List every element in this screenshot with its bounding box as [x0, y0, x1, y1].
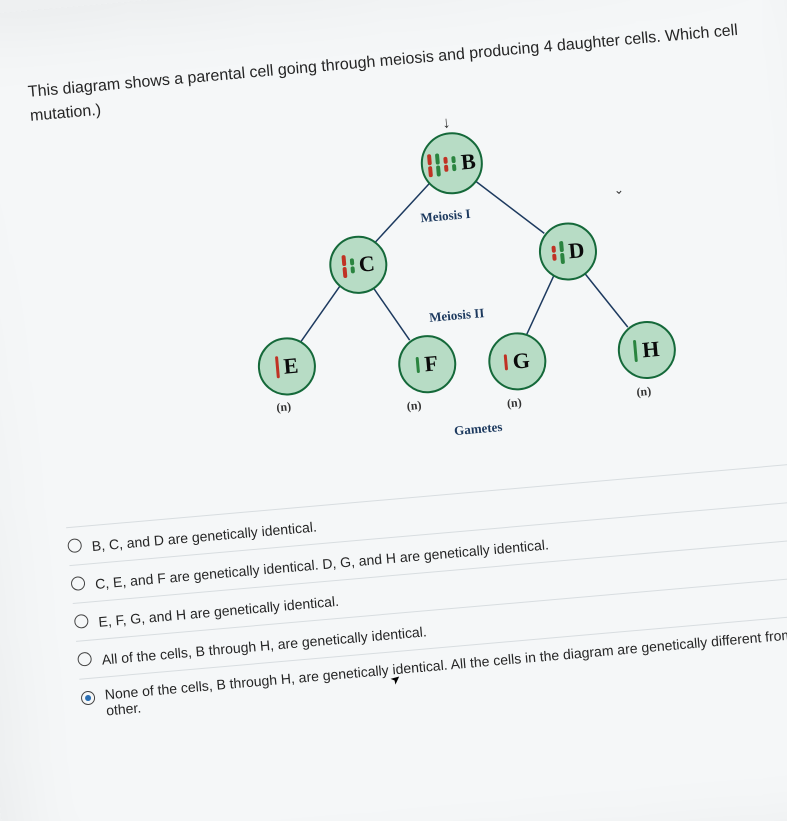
radio-1[interactable] [70, 576, 85, 591]
down-arrow-icon: ↓ [442, 114, 452, 133]
radio-0[interactable] [67, 538, 82, 553]
cell-label-b: B [460, 148, 477, 175]
cell-label-c: C [358, 250, 376, 277]
question-line2: mutation.) [29, 102, 101, 125]
meiosis-diagram: ↓ ⌄ Meiosis I Meiosis II Gametes BCDEFGH… [153, 103, 701, 487]
caret-icon: ⌄ [613, 182, 624, 197]
radio-4[interactable] [80, 690, 95, 705]
n-label-1: (n) [406, 398, 422, 414]
cell-label-f: F [423, 350, 439, 377]
cell-label-e: E [282, 352, 299, 379]
n-label-3: (n) [636, 384, 652, 400]
radio-3[interactable] [77, 652, 92, 667]
cell-label-d: D [567, 237, 585, 264]
cell-label-h: H [641, 336, 660, 363]
n-label-0: (n) [276, 399, 292, 415]
n-label-2: (n) [506, 395, 522, 411]
cell-label-g: G [512, 347, 531, 374]
radio-2[interactable] [74, 614, 89, 629]
